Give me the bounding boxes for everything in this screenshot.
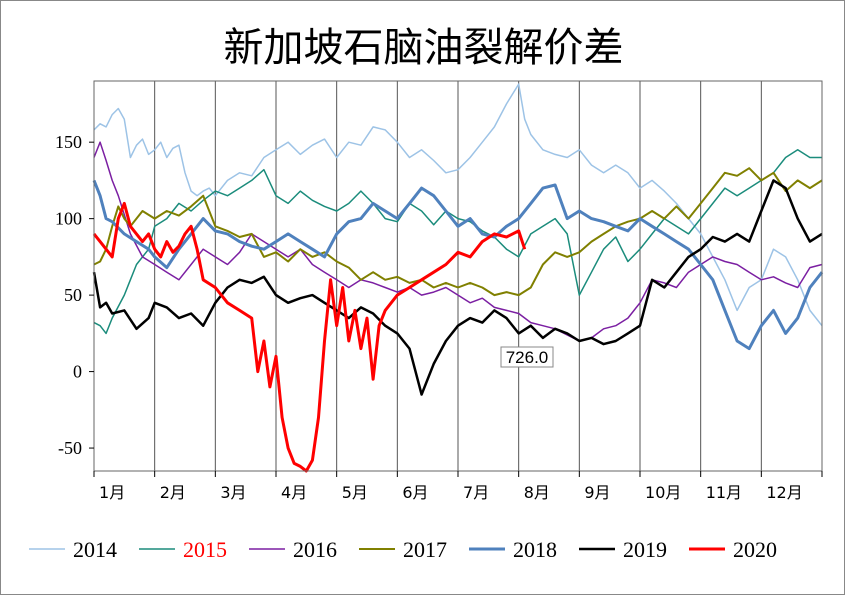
- x-tick-label: 9月: [584, 483, 610, 502]
- legend-label-2015: 2015: [183, 537, 227, 562]
- series-line-2020: [92, 201, 527, 473]
- x-tick-label: 7月: [463, 483, 489, 502]
- legend-label-2019: 2019: [623, 537, 667, 562]
- annotation-label: 726.0: [506, 348, 549, 367]
- legend-label-2020: 2020: [733, 537, 777, 562]
- chart-title: 新加坡石脑油裂解价差: [223, 25, 624, 71]
- x-tick-label: 3月: [220, 483, 246, 502]
- y-tick-label: 150: [55, 132, 82, 152]
- x-tick-label: 5月: [342, 483, 368, 502]
- annotations: 726.0: [500, 346, 554, 368]
- x-tick-label: 8月: [524, 483, 550, 502]
- series-lines: [92, 83, 824, 473]
- y-tick-label: 0: [73, 362, 82, 382]
- y-tick-label: 100: [55, 209, 82, 229]
- legend-label-2014: 2014: [73, 537, 117, 562]
- y-tick-label: 50: [64, 285, 82, 305]
- series-line-2018: [92, 179, 824, 351]
- x-tick-label: 2月: [160, 483, 186, 502]
- x-tick-label: 10月: [645, 483, 681, 502]
- x-tick-label: 1月: [99, 483, 125, 502]
- axes: 1月 2月 3月 4月 5月 6月 7月 8月 9月 10月 11月 12月 -50 0 50 100 150: [55, 80, 823, 502]
- series-line-2014: [93, 83, 823, 327]
- series-line-2017: [93, 167, 823, 297]
- series-line-2016: [93, 141, 823, 342]
- annotation-box: [500, 346, 554, 368]
- legend-label-2016: 2016: [293, 537, 337, 562]
- grid-lines: [154, 81, 762, 471]
- legend-label-2018: 2018: [513, 537, 557, 562]
- x-tick-label: 6月: [402, 483, 428, 502]
- series-line-2019: [92, 179, 823, 396]
- x-tick-label: 12月: [766, 483, 802, 502]
- legend-label-2017: 2017: [403, 537, 447, 562]
- x-tick-label: 4月: [281, 483, 307, 502]
- legend: 2014 2015 2016 2017 2018 2019 2020: [29, 537, 777, 562]
- x-tick-label: 11月: [706, 483, 742, 502]
- y-tick-label: -50: [58, 438, 82, 458]
